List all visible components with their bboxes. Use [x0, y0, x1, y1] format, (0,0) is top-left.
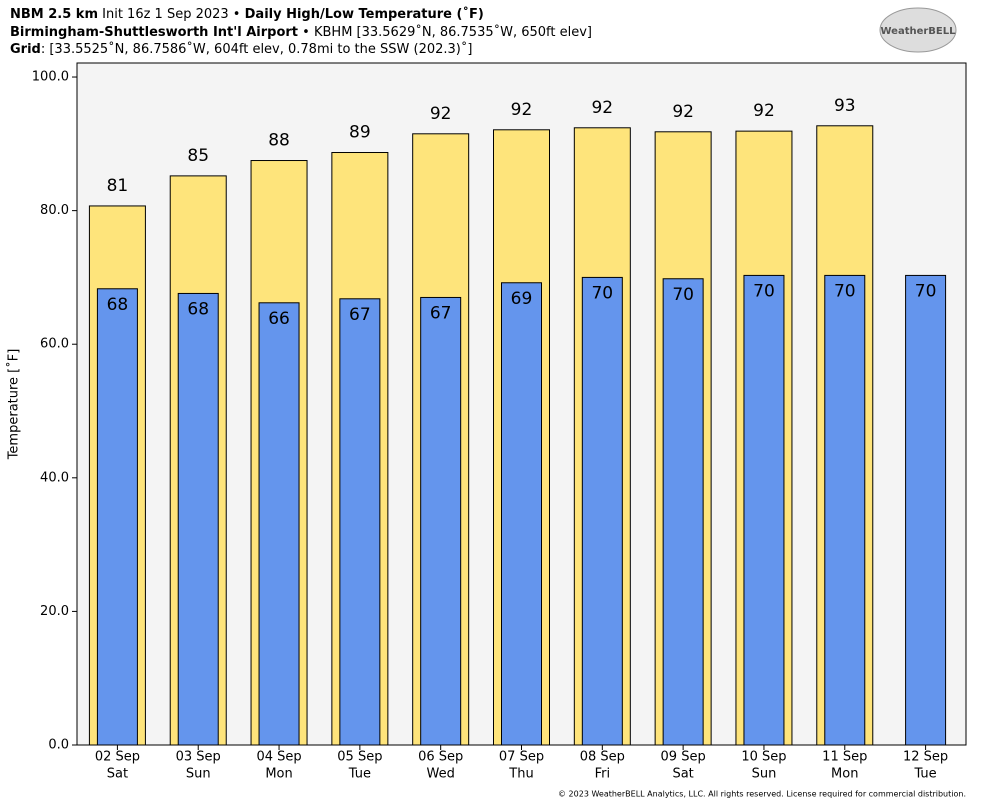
grid-info: : [33.5525˚N, 86.7586˚W, 604ft elev, 0.7… — [41, 41, 473, 57]
x-tick-weekday: Sun — [186, 767, 211, 782]
value-label: 93 — [834, 96, 856, 116]
value-label: 89 — [349, 123, 371, 143]
x-tick-label: 03 Sep — [176, 750, 221, 765]
y-tick-label: 60.0 — [40, 337, 69, 352]
logo-text: WeatherBELL — [880, 26, 956, 37]
x-tick-weekday: Thu — [508, 767, 533, 782]
x-tick-weekday: Mon — [265, 767, 292, 782]
y-tick-label: 80.0 — [40, 203, 69, 218]
value-label: 70 — [915, 281, 937, 301]
x-tick-weekday: Wed — [427, 767, 455, 782]
value-label: 69 — [511, 289, 533, 309]
x-tick-label: 09 Sep — [661, 750, 706, 765]
value-label: 92 — [511, 100, 533, 120]
value-label: 70 — [672, 285, 694, 305]
x-tick-label: 11 Sep — [822, 750, 867, 765]
bar — [420, 296, 462, 746]
header-line-2: Birmingham-Shuttlesworth Int'l Airport •… — [10, 24, 592, 40]
bar — [177, 292, 219, 746]
value-label: 92 — [591, 98, 613, 118]
x-tick-label: 06 Sep — [418, 750, 463, 765]
x-tick-weekday: Mon — [831, 767, 858, 782]
x-tick-weekday: Tue — [348, 767, 371, 782]
value-label: 70 — [834, 281, 856, 301]
bar — [905, 274, 947, 746]
init: Init 16z 1 Sep 2023 • — [102, 7, 240, 22]
value-label: 70 — [591, 283, 613, 303]
x-tick-weekday: Sat — [672, 767, 693, 782]
x-tick-weekday: Sat — [107, 767, 128, 782]
y-tick-label: 0.0 — [48, 738, 69, 753]
x-tick-label: 07 Sep — [499, 750, 544, 765]
x-tick-label: 08 Sep — [580, 750, 625, 765]
value-label: 70 — [753, 281, 775, 301]
header-line-1: NBM 2.5 km Init 16z 1 Sep 2023 • Daily H… — [10, 6, 484, 22]
y-tick-label: 40.0 — [40, 470, 69, 485]
bar — [743, 274, 785, 746]
x-tick-label: 05 Sep — [337, 750, 382, 765]
value-label: 67 — [430, 303, 452, 323]
value-label: 92 — [430, 104, 452, 124]
x-tick-weekday: Fri — [595, 767, 611, 782]
x-tick-weekday: Tue — [913, 767, 936, 782]
copyright: © 2023 WeatherBELL Analytics, LLC. All r… — [558, 790, 966, 799]
station: Birmingham-Shuttlesworth Int'l Airport — [10, 25, 298, 40]
x-tick-label: 02 Sep — [95, 750, 140, 765]
bar — [662, 278, 704, 746]
bar — [581, 276, 623, 746]
header-line-3: Grid: [33.5525˚N, 86.7586˚W, 604ft elev,… — [10, 41, 472, 57]
x-tick-weekday: Sun — [752, 767, 777, 782]
model: NBM 2.5 km — [10, 7, 98, 22]
value-label: 92 — [672, 102, 694, 122]
x-tick-label: 12 Sep — [903, 750, 948, 765]
value-label: 81 — [107, 176, 129, 196]
x-tick-label: 10 Sep — [741, 750, 786, 765]
logo — [879, 7, 957, 53]
grid-label: Grid — [10, 42, 41, 57]
value-label: 88 — [268, 131, 290, 151]
y-axis-label: Temperature [˚F] — [6, 349, 22, 461]
bar — [501, 282, 542, 746]
station-info: • KBHM [33.5629˚N, 86.7535˚W, 650ft elev… — [302, 24, 592, 40]
y-tick-label: 20.0 — [40, 604, 69, 619]
value-label: 85 — [187, 146, 209, 166]
value-label: 92 — [753, 101, 775, 121]
bar — [339, 298, 381, 746]
value-label: 66 — [268, 309, 290, 329]
bar — [824, 274, 866, 746]
y-tick-label: 100.0 — [32, 70, 69, 85]
value-label: 68 — [187, 299, 209, 319]
value-label: 67 — [349, 305, 371, 325]
chart-title: Daily High/Low Temperature (˚F) — [245, 6, 484, 22]
value-label: 68 — [107, 295, 129, 315]
x-tick-label: 04 Sep — [256, 750, 301, 765]
bar — [96, 288, 138, 746]
bar — [258, 302, 300, 746]
